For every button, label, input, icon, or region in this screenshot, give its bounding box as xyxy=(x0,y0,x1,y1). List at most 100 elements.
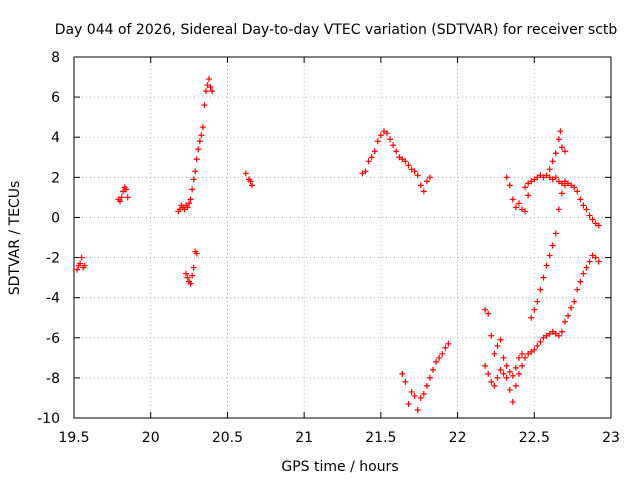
data-point xyxy=(192,168,199,175)
data-point xyxy=(195,146,202,153)
x-tick-label: 22 xyxy=(449,430,467,446)
data-point xyxy=(534,174,541,181)
data-point xyxy=(117,198,124,205)
y-tick-label: 4 xyxy=(51,130,60,146)
data-point xyxy=(528,314,535,321)
x-tick-label: 22.5 xyxy=(519,430,550,446)
data-point xyxy=(509,196,516,203)
data-point xyxy=(488,332,495,339)
data-points xyxy=(74,76,602,413)
data-point xyxy=(574,286,581,293)
data-point xyxy=(568,182,575,189)
data-point xyxy=(402,378,409,385)
data-point xyxy=(568,304,575,311)
data-point xyxy=(417,394,424,401)
data-point xyxy=(515,200,522,207)
data-point xyxy=(552,230,559,237)
x-tick-label: 21 xyxy=(295,430,313,446)
data-point xyxy=(399,156,406,163)
data-point xyxy=(586,258,593,265)
data-point xyxy=(491,382,498,389)
data-point xyxy=(359,170,366,177)
data-point xyxy=(420,188,427,195)
data-point xyxy=(522,354,529,361)
data-point xyxy=(209,88,216,95)
data-point xyxy=(184,204,191,211)
data-point xyxy=(497,336,504,343)
data-point xyxy=(187,280,194,287)
data-point xyxy=(124,194,131,201)
data-point xyxy=(512,382,519,389)
data-point xyxy=(525,192,532,199)
data-point xyxy=(586,212,593,219)
data-point xyxy=(506,182,513,189)
data-point xyxy=(509,372,516,379)
data-point xyxy=(482,306,489,313)
data-point xyxy=(531,346,538,353)
data-point xyxy=(362,168,369,175)
data-point xyxy=(543,172,550,179)
data-point xyxy=(417,182,424,189)
data-point xyxy=(247,178,254,185)
data-point xyxy=(491,350,498,357)
data-point xyxy=(433,358,440,365)
data-point xyxy=(577,278,584,285)
y-tick-label: -8 xyxy=(46,371,60,387)
data-point xyxy=(380,128,387,135)
data-point xyxy=(405,162,412,169)
data-point xyxy=(512,364,519,371)
data-point xyxy=(583,264,590,271)
data-point xyxy=(500,354,507,361)
data-point xyxy=(537,286,544,293)
plot-frame xyxy=(73,56,612,419)
data-point xyxy=(592,220,599,227)
data-point xyxy=(531,306,538,313)
data-point xyxy=(193,156,200,163)
data-point xyxy=(482,362,489,369)
x-tick-label: 19.5 xyxy=(58,430,89,446)
data-point xyxy=(552,330,559,337)
data-point xyxy=(522,184,529,191)
data-point xyxy=(497,366,504,373)
data-point xyxy=(525,180,532,187)
data-point xyxy=(528,178,535,185)
data-point xyxy=(565,180,572,187)
data-point xyxy=(540,274,547,281)
data-point xyxy=(555,332,562,339)
data-point xyxy=(509,398,516,405)
data-point xyxy=(204,82,211,89)
data-point xyxy=(589,216,596,223)
data-point xyxy=(411,392,418,399)
data-point xyxy=(420,390,427,397)
data-point xyxy=(426,374,433,381)
data-point xyxy=(557,128,564,135)
data-point xyxy=(120,188,127,195)
data-point xyxy=(543,332,550,339)
data-point xyxy=(540,174,547,181)
data-point xyxy=(528,348,535,355)
data-point xyxy=(189,186,196,193)
data-point xyxy=(414,406,421,413)
data-point xyxy=(202,88,209,95)
data-point xyxy=(436,354,443,361)
y-axis-label: SDTVAR / TECUs xyxy=(7,181,23,296)
data-point xyxy=(383,130,390,137)
data-point xyxy=(74,266,81,273)
data-point xyxy=(546,252,553,259)
data-point xyxy=(561,178,568,185)
chart-title: Day 044 of 2026, Sidereal Day-to-day VTE… xyxy=(55,22,618,38)
data-point xyxy=(595,222,602,229)
data-point xyxy=(555,136,562,143)
data-point xyxy=(396,154,403,161)
data-point xyxy=(206,76,213,83)
axis-ticks xyxy=(73,56,612,419)
data-point xyxy=(485,310,492,317)
data-point xyxy=(414,172,421,179)
data-point xyxy=(183,270,190,277)
data-point xyxy=(488,378,495,385)
grid xyxy=(74,57,611,418)
data-point xyxy=(577,196,584,203)
data-point xyxy=(537,172,544,179)
data-point xyxy=(181,206,188,213)
